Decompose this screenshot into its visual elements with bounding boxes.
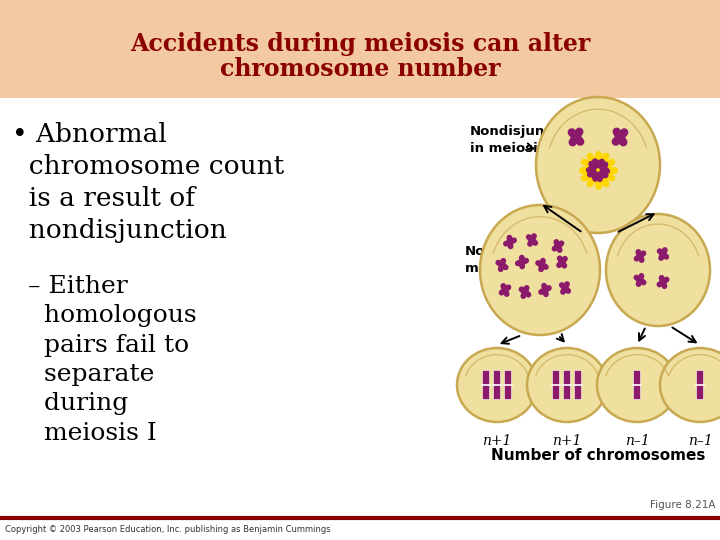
Text: Gametes: Gametes [465,379,531,392]
Text: Nondisjunction
in meiosis I: Nondisjunction in meiosis I [470,125,582,155]
Text: Number of chromosomes: Number of chromosomes [491,448,706,463]
Text: Figure 8.21A: Figure 8.21A [649,500,715,510]
Text: – Either
    homologous
    pairs fail to
    separate
    during
    meiosis I: – Either homologous pairs fail to separa… [12,275,197,444]
Text: Normal
meiosis II: Normal meiosis II [465,245,536,275]
Text: n+1: n+1 [552,434,582,448]
Text: chromosome number: chromosome number [220,57,500,81]
Ellipse shape [480,205,600,335]
Ellipse shape [527,348,607,422]
Bar [0,0,720,98]
Ellipse shape [660,348,720,422]
Ellipse shape [597,348,677,422]
Ellipse shape [457,348,537,422]
FancyBboxPatch shape [634,370,641,400]
FancyBboxPatch shape [696,370,703,400]
FancyBboxPatch shape [552,370,559,400]
Text: Accidents during meiosis can alter: Accidents during meiosis can alter [130,32,590,56]
Text: n+1: n+1 [482,434,512,448]
FancyBboxPatch shape [505,370,511,400]
Text: n–1: n–1 [688,434,712,448]
Ellipse shape [536,97,660,233]
FancyBboxPatch shape [493,370,500,400]
Text: • Abnormal
  chromosome count
  is a result of
  nondisjunction: • Abnormal chromosome count is a result … [12,122,284,243]
Ellipse shape [606,214,710,326]
Text: n–1: n–1 [625,434,649,448]
Text: Copyright © 2003 Pearson Education, Inc. publishing as Benjamin Cummings: Copyright © 2003 Pearson Education, Inc.… [5,524,330,534]
FancyBboxPatch shape [564,370,570,400]
FancyBboxPatch shape [482,370,490,400]
FancyBboxPatch shape [575,370,582,400]
